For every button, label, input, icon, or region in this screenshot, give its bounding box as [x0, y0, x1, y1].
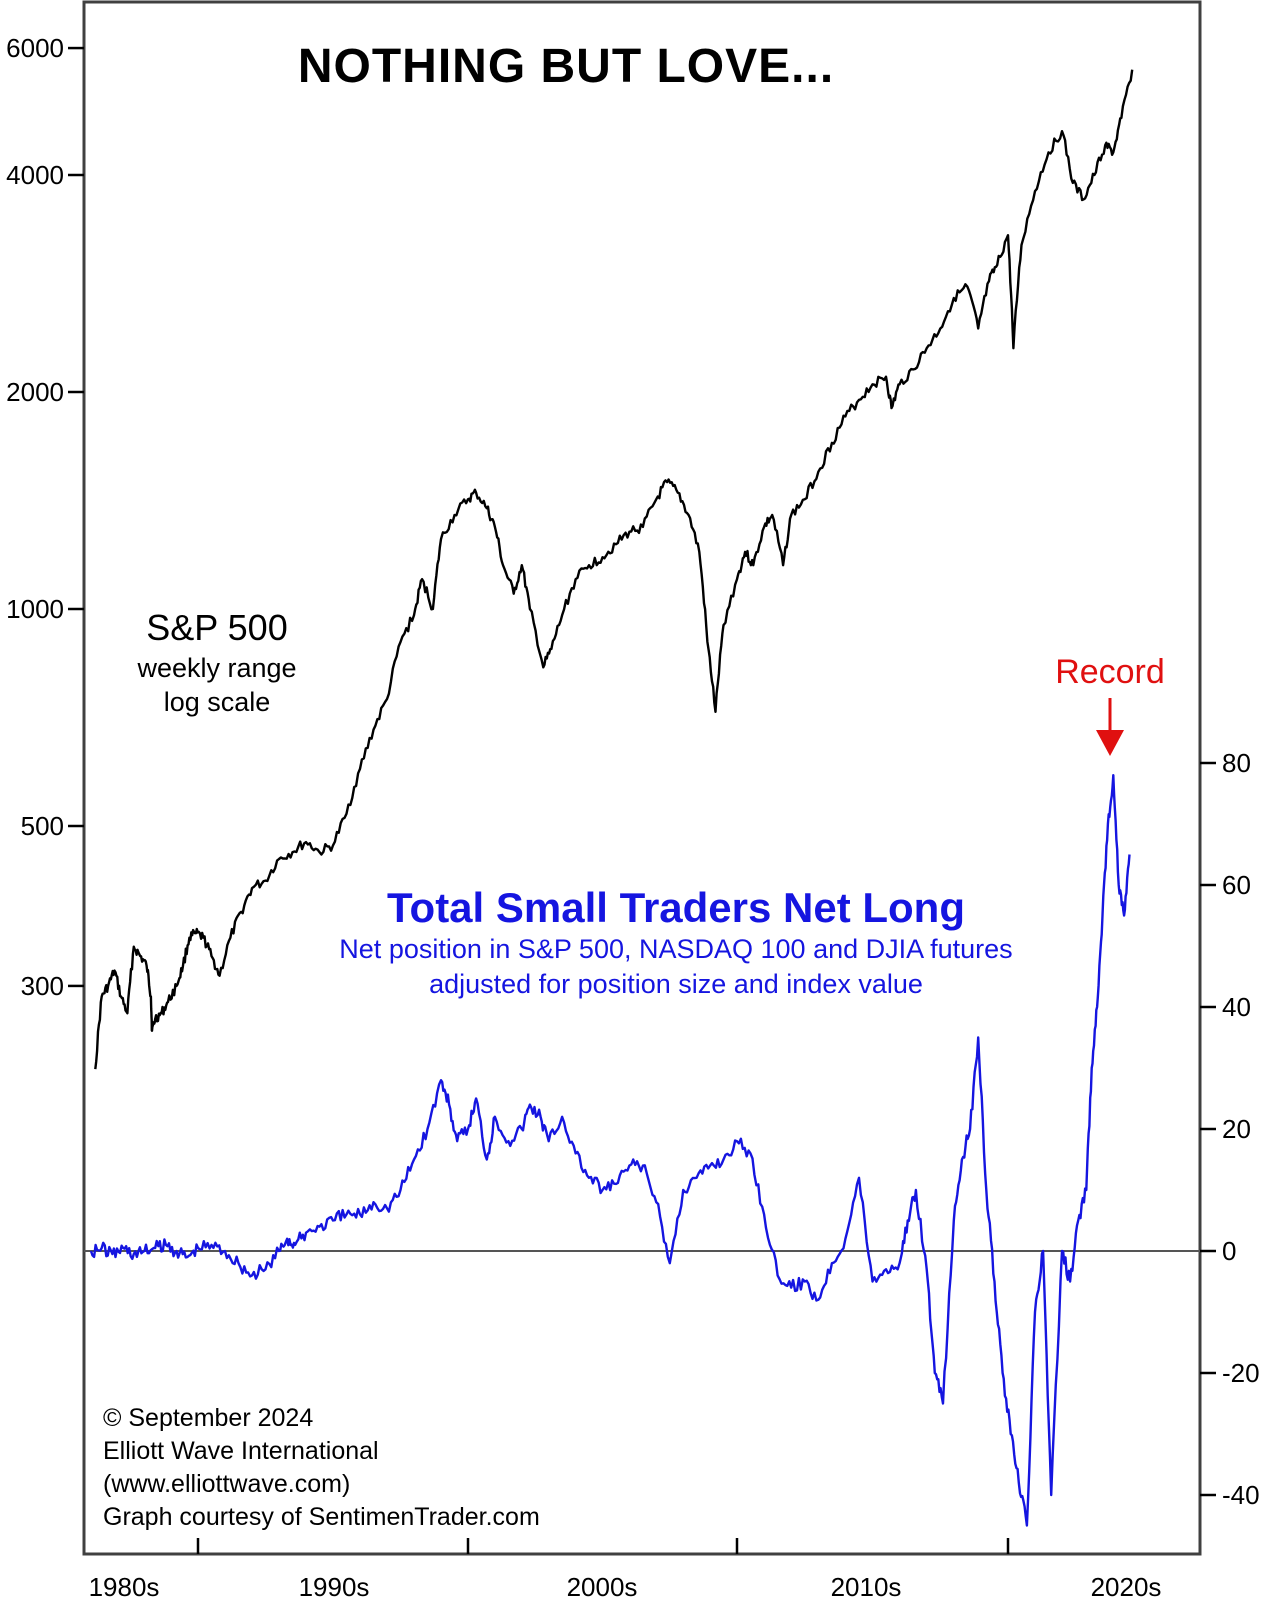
- left-axis-tick-label: 6000: [6, 33, 64, 63]
- record-annotation-label: Record: [1055, 653, 1165, 691]
- plot-frame: [82, 0, 1202, 1556]
- right-axis-tick-label: 20: [1222, 1114, 1251, 1144]
- bottom-axis: 1980s 1990s 2000s 2010s 2020s: [89, 1538, 1162, 1600]
- sp500-sublabel-1: weekly range: [136, 653, 296, 683]
- chart-title: NOTHING BUT LOVE...: [298, 40, 834, 93]
- credit-line-3: (www.elliottwave.com): [103, 1470, 350, 1498]
- sp500-sublabel-2: log scale: [164, 687, 271, 717]
- credit-line-4: Graph courtesy of SentimenTrader.com: [103, 1503, 540, 1531]
- left-axis-tick-label: 2000: [6, 377, 64, 407]
- sp500-series-line: [94, 69, 1134, 1070]
- bottom-axis-label: 2020s: [1091, 1572, 1162, 1600]
- bottom-axis-label: 1980s: [89, 1572, 160, 1600]
- right-axis: 80 60 40 20 0 -20 -40: [1200, 748, 1260, 1510]
- sp500-label: S&P 500: [146, 607, 287, 648]
- credit-line-1: © September 2024: [103, 1404, 313, 1432]
- small-traders-series-line: [89, 774, 1131, 1527]
- indicator-title: Total Small Traders Net Long: [387, 884, 965, 931]
- left-axis-tick-label: 500: [21, 811, 64, 841]
- right-axis-tick-label: 0: [1222, 1236, 1236, 1266]
- indicator-sublabel-1: Net position in S&P 500, NASDAQ 100 and …: [339, 934, 1012, 964]
- bottom-axis-label: 2010s: [831, 1572, 902, 1600]
- bottom-axis-label: 1990s: [299, 1572, 370, 1600]
- right-axis-tick-label: -20: [1222, 1358, 1260, 1388]
- left-axis-tick-label: 300: [21, 971, 64, 1001]
- left-axis-tick-label: 4000: [6, 160, 64, 190]
- indicator-sublabel-2: adjusted for position size and index val…: [429, 969, 923, 999]
- right-axis-tick-label: 60: [1222, 870, 1251, 900]
- bottom-axis-label: 2000s: [567, 1572, 638, 1600]
- left-axis-tick-label: 1000: [6, 594, 64, 624]
- right-axis-tick-label: -40: [1222, 1480, 1260, 1510]
- right-axis-tick-label: 80: [1222, 748, 1251, 778]
- credit-line-2: Elliott Wave International: [103, 1437, 379, 1465]
- left-axis: 300 500 1000 2000 4000 6000: [6, 33, 84, 1001]
- record-arrow-head: [1096, 730, 1124, 756]
- right-axis-tick-label: 40: [1222, 992, 1251, 1022]
